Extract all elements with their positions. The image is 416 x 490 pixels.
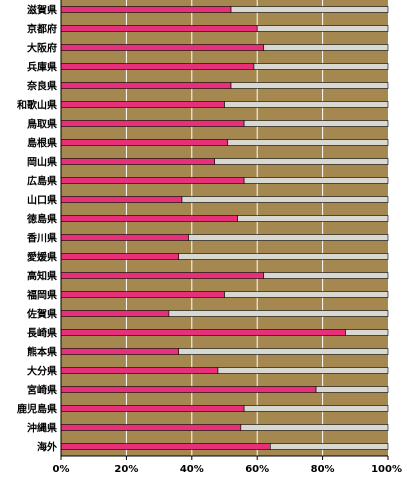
bar-2-1	[256, 25, 389, 32]
bar-1-18	[60, 348, 180, 355]
bar-1-4	[60, 82, 232, 89]
bar-1-12	[60, 234, 189, 241]
category-label-9: 広島県	[27, 175, 57, 188]
bar-1-1	[60, 25, 258, 32]
bar-1-9	[60, 177, 245, 184]
category-label-4: 奈良県	[26, 80, 57, 93]
bar-1-0	[60, 6, 232, 13]
bar-2-21	[243, 405, 389, 412]
x-tick-label-100: 100%	[371, 464, 402, 475]
category-label-7: 島根県	[27, 137, 57, 150]
category-label-2: 大阪府	[27, 42, 57, 55]
bar-2-18	[178, 348, 389, 355]
category-label-13: 愛媛県	[27, 251, 57, 264]
category-label-14: 高知県	[27, 270, 57, 283]
category-label-16: 佐賀県	[26, 308, 57, 321]
category-label-1: 京都府	[27, 23, 57, 36]
bar-1-7	[60, 139, 229, 146]
bar-1-22	[60, 424, 242, 431]
bar-2-22	[240, 424, 389, 431]
category-label-19: 大分県	[27, 365, 57, 378]
bar-2-23	[269, 443, 389, 450]
bar-2-12	[188, 234, 389, 241]
bar-2-10	[181, 196, 389, 203]
category-label-18: 熊本県	[27, 346, 57, 359]
bar-2-19	[217, 367, 389, 374]
x-tick-label-80: 80%	[311, 464, 335, 475]
bar-1-8	[60, 158, 215, 165]
bar-1-11	[60, 215, 238, 222]
plot-area	[61, 0, 388, 456]
bar-1-23	[60, 443, 271, 450]
category-label-6: 鳥取県	[27, 118, 57, 131]
x-tick-label-20: 20%	[114, 464, 138, 475]
bar-2-8	[214, 158, 389, 165]
bar-1-15	[60, 291, 225, 298]
bar-1-19	[60, 367, 219, 374]
x-tick-label-60: 60%	[245, 464, 269, 475]
bar-2-7	[227, 139, 389, 146]
category-label-21: 鹿児島県	[17, 403, 57, 416]
bar-1-3	[60, 63, 255, 70]
bar-2-3	[253, 63, 389, 70]
bar-2-0	[230, 6, 389, 13]
bar-2-2	[263, 44, 389, 51]
bar-1-10	[60, 196, 183, 203]
category-label-0: 滋賀県	[27, 4, 57, 17]
bar-2-16	[168, 310, 389, 317]
bar-1-17	[60, 329, 346, 336]
bar-1-13	[60, 253, 180, 260]
bar-2-14	[263, 272, 389, 279]
category-label-20: 宮崎県	[27, 384, 57, 397]
x-tick-label-0: 0%	[53, 464, 70, 475]
bar-1-6	[60, 120, 245, 127]
category-label-17: 長崎県	[27, 327, 57, 340]
bar-1-2	[60, 44, 265, 51]
bar-1-21	[60, 405, 245, 412]
category-label-10: 山口県	[27, 194, 57, 207]
category-label-22: 沖縄県	[27, 422, 57, 435]
bar-1-20	[60, 386, 317, 393]
bar-2-5	[224, 101, 389, 108]
category-label-8: 岡山県	[27, 156, 57, 169]
bar-2-13	[178, 253, 389, 260]
bar-2-4	[230, 82, 389, 89]
bar-2-15	[224, 291, 389, 298]
bar-1-16	[60, 310, 170, 317]
category-label-5: 和歌山県	[16, 99, 57, 112]
bar-1-14	[60, 272, 265, 279]
bar-2-6	[243, 120, 389, 127]
category-label-3: 兵庫県	[27, 61, 57, 74]
category-label-12: 香川県	[27, 232, 57, 245]
bar-2-9	[243, 177, 389, 184]
category-label-11: 徳島県	[26, 213, 57, 226]
bar-2-11	[237, 215, 389, 222]
x-tick-label-40: 40%	[180, 464, 204, 475]
bar-2-20	[315, 386, 389, 393]
bar-2-17	[345, 329, 389, 336]
category-label-23: 海外	[37, 441, 57, 454]
category-label-15: 福岡県	[26, 289, 57, 302]
bar-1-5	[60, 101, 225, 108]
